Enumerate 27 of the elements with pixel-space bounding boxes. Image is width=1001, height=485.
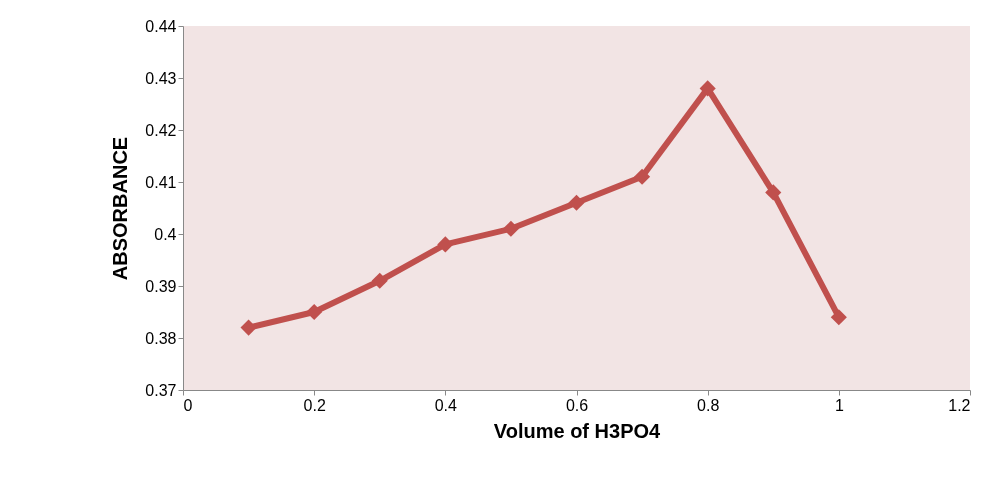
point — [765, 184, 782, 201]
x-tick-label: 0.8 — [697, 396, 720, 414]
point — [502, 220, 519, 237]
point — [371, 272, 388, 289]
point — [240, 319, 257, 336]
x-tick-label: 0.6 — [565, 396, 589, 414]
y-tick-label: 0.39 — [145, 277, 177, 295]
x-tick-label: 1 — [834, 396, 844, 414]
x-tick-label: 0.4 — [434, 396, 458, 414]
point — [830, 309, 847, 326]
y-tick-label: 0.42 — [145, 121, 177, 139]
point — [437, 236, 454, 253]
y-tick-label: 0.44 — [145, 17, 177, 35]
point — [568, 194, 585, 211]
y-tick-label: 0.37 — [145, 381, 177, 399]
y-tick-label: 0.41 — [145, 173, 177, 191]
y-tick-label: 0.38 — [145, 329, 177, 347]
point — [306, 303, 323, 321]
point — [634, 168, 651, 185]
point — [699, 80, 716, 97]
y-tick-label: 0.43 — [145, 69, 177, 87]
x-tick-label: 1.2 — [948, 396, 971, 414]
x-axis-title: Volume of H3PO4 — [493, 419, 662, 442]
y-tick-label: 0.4 — [154, 225, 177, 243]
y-axis-title: ABSORBANCE — [109, 136, 132, 281]
x-tick-label: 0.2 — [303, 396, 326, 414]
x-tick-label: 0 — [183, 396, 193, 414]
